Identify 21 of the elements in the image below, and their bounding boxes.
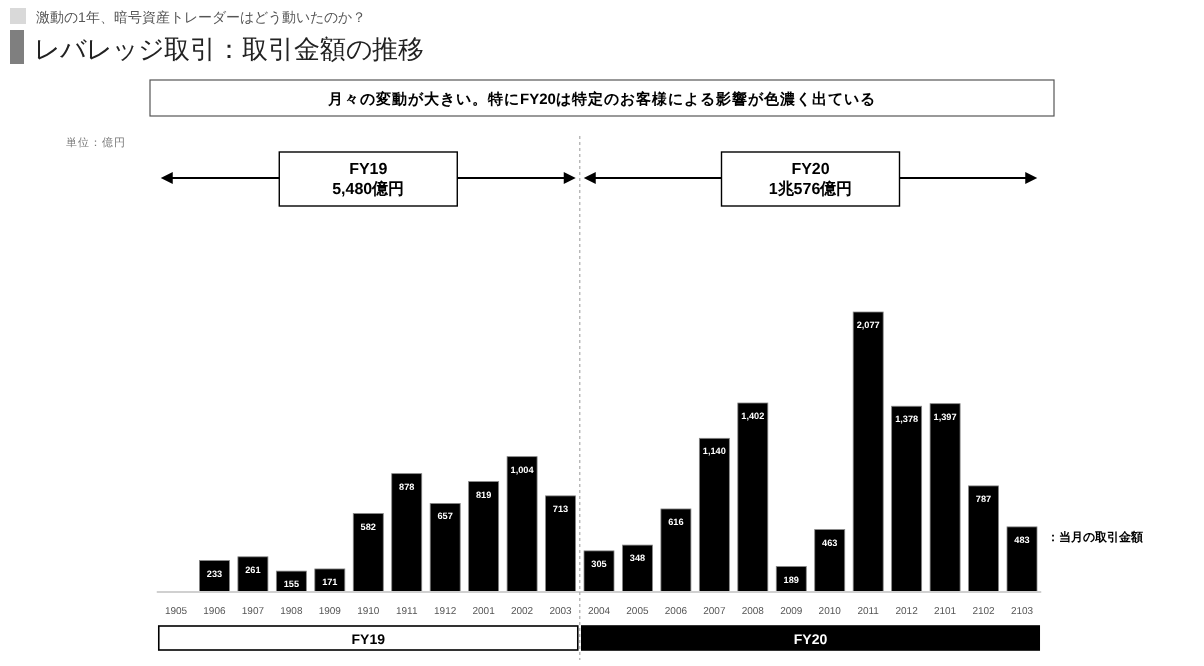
- bar: [698, 437, 730, 593]
- bar: [352, 513, 384, 593]
- bar: [237, 556, 269, 593]
- bar: [545, 495, 576, 593]
- bar: [468, 481, 500, 593]
- bar: [660, 508, 692, 593]
- bar: [429, 503, 461, 593]
- bar: [891, 405, 923, 593]
- bar: [968, 485, 999, 593]
- bar: [506, 456, 538, 593]
- bar: [583, 550, 615, 593]
- bar: [737, 402, 769, 593]
- bar: [852, 311, 884, 593]
- bar: [622, 544, 653, 593]
- bar: [391, 473, 423, 593]
- bar: [1006, 526, 1038, 593]
- bar: [814, 529, 846, 593]
- bar: [929, 403, 961, 593]
- chart-title: レバレッジ取引：取引金額の推移: [34, 34, 424, 64]
- text: FY20 1兆576億円: [768, 160, 853, 198]
- text: FY19 5,480億円: [332, 160, 405, 198]
